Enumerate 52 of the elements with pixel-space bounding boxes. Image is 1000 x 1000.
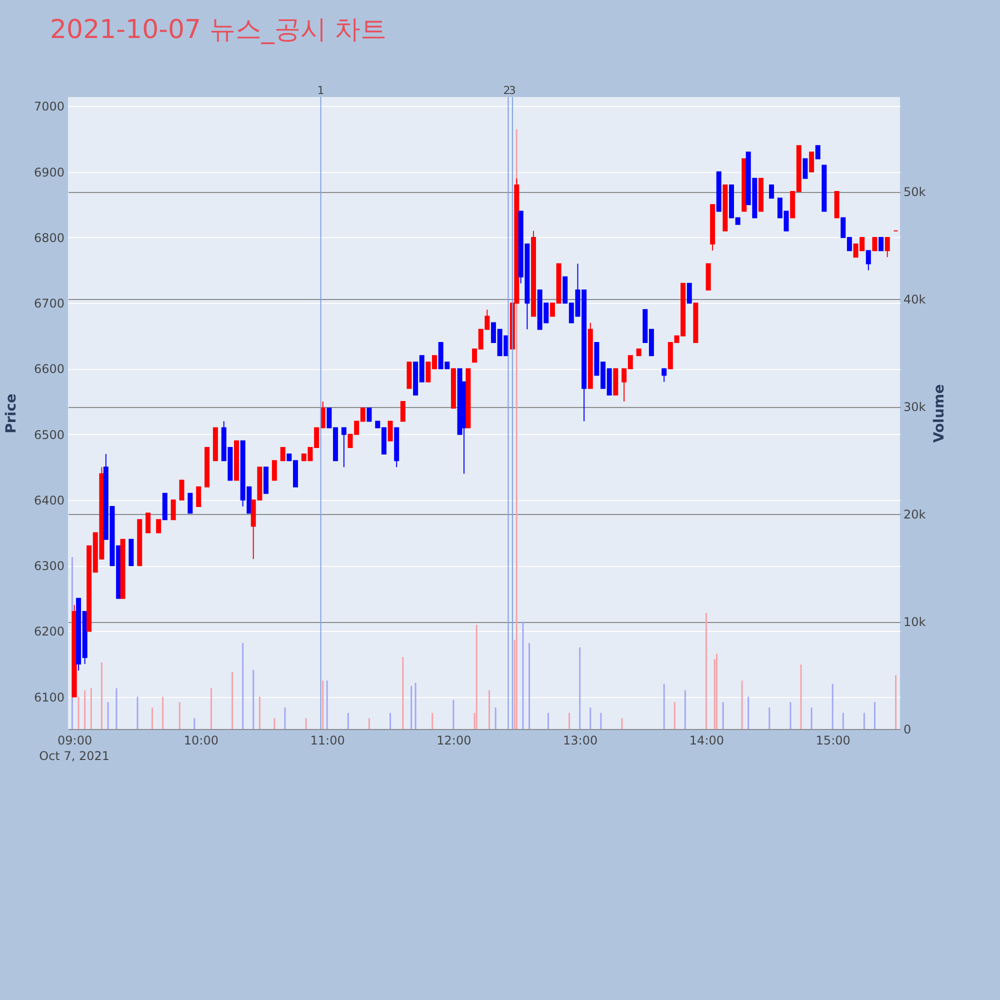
ref-line-label: 1 — [317, 84, 324, 97]
x-tick-label: 15:00 — [816, 734, 850, 748]
candlestick — [400, 401, 406, 422]
candlestick — [662, 368, 667, 382]
candlestick — [884, 236, 890, 258]
candlestick — [196, 486, 202, 508]
candlestick — [341, 427, 346, 468]
y-tick-label: 6600 — [34, 362, 64, 376]
ref-line-label: 2 — [503, 84, 510, 97]
y-tick-label: 6900 — [34, 165, 64, 180]
candlestick — [878, 236, 884, 252]
x-tick-label: 11:00 — [310, 734, 345, 748]
candlestick — [872, 236, 878, 252]
y-axis-title: Price — [4, 394, 20, 434]
y2-tick-label: 50k — [904, 185, 926, 200]
candlestick — [179, 480, 184, 500]
y-tick-label: 7000 — [34, 100, 64, 114]
y-tick-label: 6200 — [34, 624, 64, 639]
x-tick-label: 12:00 — [436, 734, 472, 748]
y2-axis-title: Volume — [932, 384, 948, 443]
y2-tick-label: 0 — [904, 722, 912, 736]
candlestick — [272, 460, 277, 481]
candlestick — [146, 512, 151, 534]
y2-tick-label: 30k — [904, 400, 926, 414]
ref-line-label: 3 — [508, 84, 516, 97]
text: Oct 7, 2021 — [39, 749, 110, 763]
candlestick — [170, 499, 176, 520]
y2-tick-label: 20k — [904, 508, 926, 522]
candlestick — [815, 145, 820, 160]
candlestick — [156, 519, 162, 534]
x-tick-label: 09:00 — [58, 734, 92, 748]
candlestick — [388, 420, 393, 442]
chart-title: 2021-10-07 뉴스_공시 차트 — [50, 15, 387, 45]
y-tick-label: 6700 — [34, 296, 64, 311]
y2-tick-label: 10k — [904, 615, 926, 630]
candlestick — [280, 446, 286, 462]
y-tick-label: 6500 — [34, 428, 64, 442]
x-tick-label: 13:00 — [563, 734, 598, 748]
candlestick — [188, 492, 193, 514]
y-tick-label: 6100 — [34, 690, 64, 704]
candlestick — [802, 158, 808, 179]
candlestick — [686, 282, 692, 304]
x-tick-label: 10:00 — [184, 734, 218, 748]
candlestick — [769, 184, 774, 199]
x-tick-label: 14:00 — [689, 734, 724, 748]
y2-tick-label: 40k — [904, 292, 926, 307]
y-tick-label: 6300 — [34, 559, 64, 574]
candlestick — [809, 152, 814, 172]
candlestick — [866, 250, 871, 271]
candlestick — [366, 408, 372, 422]
y-tick-label: 6800 — [34, 230, 64, 245]
y-tick-label: 6400 — [34, 493, 64, 508]
